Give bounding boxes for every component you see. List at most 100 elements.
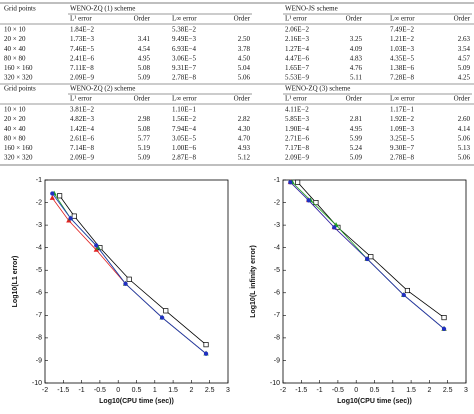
table-cell: 6.93E−4	[172, 45, 196, 53]
table-cell: 1.03E−3	[390, 45, 414, 53]
sub-header: L∞ error	[172, 15, 197, 23]
table-cell: 20 × 20	[4, 115, 26, 123]
y-tick-label: -6	[274, 290, 280, 297]
series-line	[290, 181, 445, 330]
plot-frame	[282, 179, 467, 384]
table-cell: 3.25	[350, 35, 363, 43]
table-cell: 5.38E−2	[172, 26, 196, 34]
table-cell: 4.25	[458, 74, 471, 82]
table-cell: 1.17E−1	[390, 106, 414, 114]
y-tick-label: -10	[32, 380, 42, 387]
y-tick-label: -7	[36, 312, 42, 319]
y-tick-label: -5	[274, 267, 280, 274]
marker	[50, 191, 55, 196]
sub-header: Order	[134, 95, 151, 103]
table-cell: 7.17E−8	[285, 144, 309, 152]
sub-header: Order	[234, 15, 251, 23]
marker	[57, 193, 63, 199]
marker	[306, 198, 311, 203]
table-cell: 5.53E−9	[285, 74, 309, 82]
marker	[203, 351, 209, 356]
x-tick-label: -0.5	[332, 387, 344, 394]
y-tick-label: -3	[36, 222, 42, 229]
table-cell: 40 × 40	[4, 45, 26, 53]
sub-header: Order	[234, 95, 251, 103]
table-cell: 1.21E−2	[390, 35, 414, 43]
marker	[404, 287, 410, 294]
table-cell: 5.06	[458, 134, 471, 142]
y-tick-label: -9	[274, 357, 280, 364]
y-axis-label: Log10(L infinity error)	[250, 245, 257, 318]
x-tick-label: 1.5	[406, 387, 416, 394]
table-cell: 320 × 320	[4, 154, 33, 162]
table-cell: 7.46E−5	[70, 45, 94, 53]
table-cell: 5.08	[138, 64, 151, 72]
table-cell: 4.83	[350, 54, 363, 62]
table-cell: 5.09	[350, 154, 363, 162]
table-cell: 5.09	[138, 154, 151, 162]
x-tick-label: 2	[189, 387, 193, 394]
x-tick-label: 3	[226, 387, 230, 394]
table-cell: 2.09E−9	[70, 74, 94, 82]
x-tick-label: 1.5	[168, 387, 178, 394]
x-tick-label: -1.5	[295, 387, 307, 394]
table-cell: 4.30	[238, 125, 251, 133]
x-tick-label: 3	[464, 387, 468, 394]
x-tick-label: 0.5	[370, 387, 380, 394]
sub-header: L∞ error	[172, 95, 197, 103]
column-header: Grid points	[4, 85, 36, 93]
table-cell: 1.65E−7	[285, 64, 309, 72]
table-cell: 2.81	[350, 115, 363, 123]
table-cell: 160 × 160	[4, 144, 33, 152]
marker	[68, 216, 73, 221]
table-cell: 20 × 20	[4, 35, 26, 43]
table-cell: 5.11	[350, 74, 362, 82]
group-header: WENO-ZQ (1) scheme	[70, 5, 135, 13]
table-cell: 2.71E−6	[285, 134, 309, 142]
table-cell: 1.38E−6	[390, 64, 414, 72]
x-tick-label: -1	[316, 387, 322, 394]
y-tick-label: -3	[274, 222, 280, 229]
series-line	[51, 197, 207, 354]
table-cell: 1.09E−3	[390, 125, 414, 133]
marker	[365, 256, 370, 262]
table-cell: 5.77	[138, 134, 151, 142]
table-cell: 5.06	[458, 154, 471, 162]
marker	[288, 180, 293, 185]
table-cell: 160 × 160	[4, 64, 33, 72]
marker	[313, 200, 319, 206]
table-cell: 2.87E−8	[172, 154, 196, 162]
x-tick-label: 0.5	[132, 387, 142, 394]
chart: -2 -1.5 -1 -0.5 0 0.5 1 1.5 2 2.5 3 -1 -2 -3 -4 -5 -6 -7 -…	[250, 177, 468, 405]
marker	[332, 225, 337, 230]
sub-header: Order	[346, 95, 363, 103]
table-cell: 10 × 10	[4, 106, 26, 114]
table-cell: 1.92E−2	[390, 115, 414, 123]
marker	[49, 195, 55, 200]
table-cell: 4.95	[350, 125, 363, 133]
group-header: WENO-ZQ (3) scheme	[285, 85, 350, 93]
group-header: WENO-JS scheme	[285, 5, 338, 13]
table-cell: 3.06E−5	[172, 54, 196, 62]
table-cell: 4.50	[238, 54, 251, 62]
table-cell: 1.00E−6	[172, 144, 196, 152]
table-cell: 2.78E−8	[390, 154, 414, 162]
y-tick-label: -1	[274, 177, 280, 184]
y-tick-label: -1	[36, 177, 42, 184]
marker	[203, 342, 209, 348]
series-line	[53, 193, 207, 354]
table-cell: 2.60	[458, 115, 471, 123]
x-tick-label: -2	[280, 387, 286, 394]
table-cell: 2.78E−8	[172, 74, 196, 82]
table-cell: 7.28E−8	[390, 74, 414, 82]
table-cell: 10 × 10	[4, 26, 26, 34]
x-tick-label: 2.5	[443, 387, 453, 394]
table-cell: 5.24	[350, 144, 363, 152]
sub-header: L∞ error	[390, 95, 415, 103]
marker	[441, 326, 447, 332]
series-line	[51, 193, 207, 354]
table-cell: 9.31E−7	[172, 64, 196, 72]
sub-header: L¹ error	[70, 95, 92, 103]
table-cell: 3.05E−5	[172, 134, 196, 142]
